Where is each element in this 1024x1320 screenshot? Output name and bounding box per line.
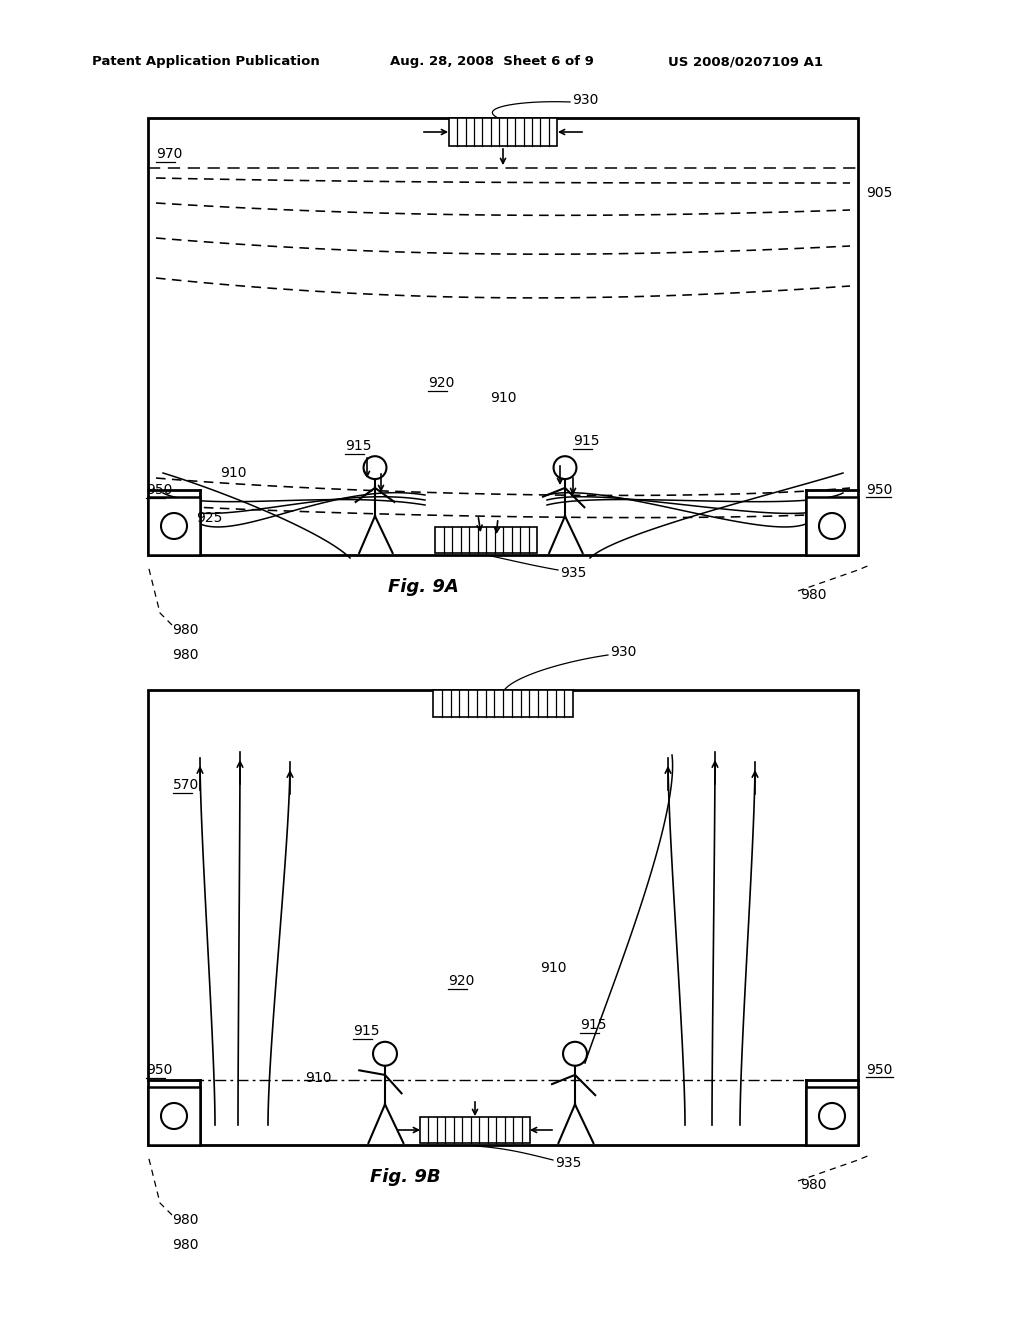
Bar bbox=[449, 117, 557, 147]
Text: 980: 980 bbox=[800, 587, 826, 602]
Text: Fig. 9B: Fig. 9B bbox=[370, 1168, 440, 1185]
Text: 980: 980 bbox=[172, 648, 199, 663]
Text: Patent Application Publication: Patent Application Publication bbox=[92, 55, 319, 69]
Circle shape bbox=[819, 1104, 845, 1129]
Text: 905: 905 bbox=[866, 186, 892, 201]
Circle shape bbox=[161, 1104, 187, 1129]
Circle shape bbox=[554, 457, 577, 479]
Text: 950: 950 bbox=[146, 1063, 172, 1077]
Text: 980: 980 bbox=[172, 1213, 199, 1228]
Text: 915: 915 bbox=[580, 1018, 606, 1032]
Circle shape bbox=[364, 457, 386, 479]
Circle shape bbox=[161, 513, 187, 539]
Bar bbox=[806, 498, 858, 554]
Text: Fig. 9A: Fig. 9A bbox=[388, 578, 459, 597]
Text: 930: 930 bbox=[572, 92, 598, 107]
Text: 910: 910 bbox=[220, 466, 247, 480]
Text: Aug. 28, 2008  Sheet 6 of 9: Aug. 28, 2008 Sheet 6 of 9 bbox=[390, 55, 594, 69]
Text: 920: 920 bbox=[449, 974, 474, 987]
Text: 925: 925 bbox=[196, 511, 222, 525]
Bar bbox=[148, 117, 858, 554]
Text: 935: 935 bbox=[555, 1156, 582, 1170]
Text: 980: 980 bbox=[172, 1238, 199, 1251]
Text: 935: 935 bbox=[560, 566, 587, 579]
Text: 980: 980 bbox=[800, 1177, 826, 1192]
Text: 910: 910 bbox=[305, 1071, 332, 1085]
Bar bbox=[148, 690, 858, 1144]
Text: 980: 980 bbox=[172, 623, 199, 638]
Circle shape bbox=[563, 1041, 587, 1065]
Bar bbox=[148, 498, 200, 554]
Circle shape bbox=[373, 1041, 397, 1065]
Bar bbox=[420, 1117, 530, 1143]
Text: 950: 950 bbox=[866, 1063, 892, 1077]
Bar bbox=[435, 527, 537, 553]
Circle shape bbox=[819, 513, 845, 539]
Bar bbox=[806, 1086, 858, 1144]
Bar bbox=[148, 1086, 200, 1144]
Text: 970: 970 bbox=[156, 147, 182, 161]
Text: 950: 950 bbox=[866, 483, 892, 498]
Text: 915: 915 bbox=[353, 1024, 380, 1038]
Text: 910: 910 bbox=[540, 961, 566, 975]
Text: US 2008/0207109 A1: US 2008/0207109 A1 bbox=[668, 55, 823, 69]
Text: 930: 930 bbox=[610, 645, 636, 659]
Text: 950: 950 bbox=[146, 483, 172, 498]
Bar bbox=[433, 690, 573, 717]
Text: 910: 910 bbox=[490, 391, 516, 405]
Text: 920: 920 bbox=[428, 376, 455, 389]
Text: 570: 570 bbox=[173, 777, 200, 792]
Text: 915: 915 bbox=[345, 440, 372, 453]
Text: 915: 915 bbox=[573, 434, 599, 447]
